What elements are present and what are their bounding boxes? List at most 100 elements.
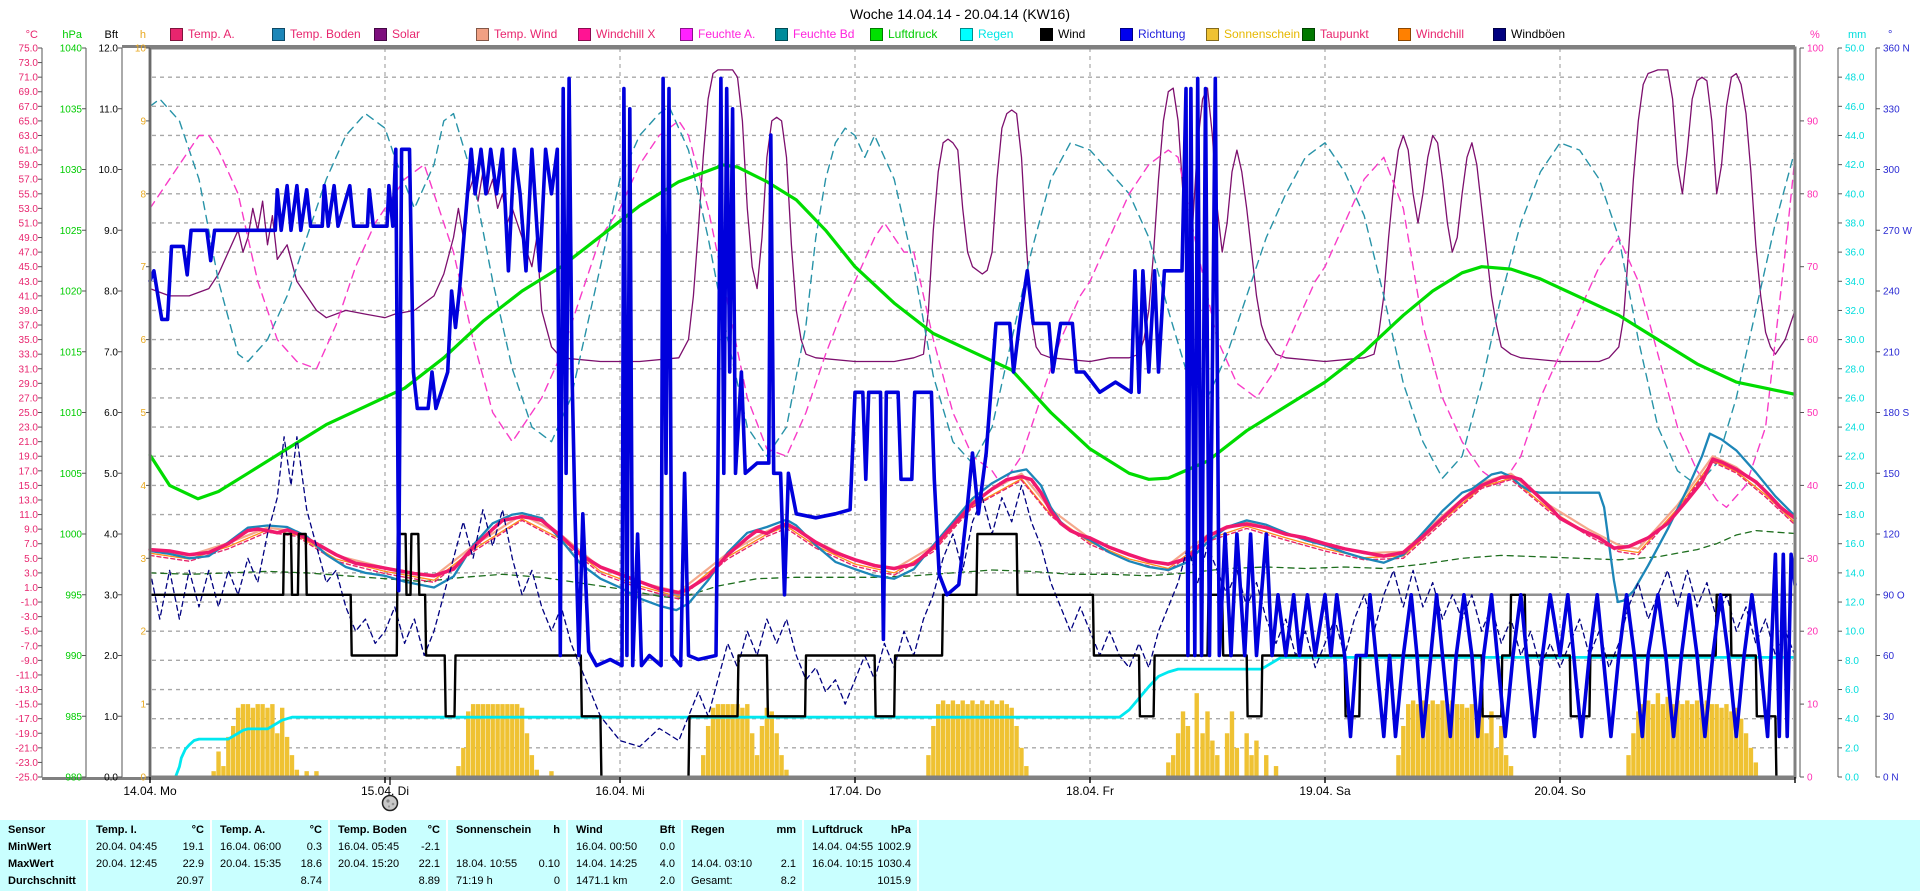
axis-label: 46.0 — [1845, 102, 1865, 113]
axis-label: 63.0 — [19, 131, 39, 142]
axis-label: 16.0 — [1845, 539, 1865, 550]
table-value-max: 18.6 — [300, 858, 322, 870]
axis-label: 300 — [1883, 165, 1900, 176]
stats-table: Sensor MinWert MaxWert Durchschnitt Temp. I.… — [0, 817, 1920, 891]
axis-label: 2.0 — [1845, 743, 1859, 754]
axis-label: 23.0 — [19, 423, 39, 434]
legend-item-wind[interactable]: Wind — [1040, 27, 1085, 41]
y-axis-°C: °C 75.0 73.0 71.0 69.0 67.0 65.0 63.0 61.0 59.0 57… — [15, 29, 43, 784]
table-value-max-label: 16.04. 10:15 — [812, 858, 874, 870]
axis-label: h — [140, 29, 146, 41]
y-axis-°: ° 360 N 330 300 270 W 240 210 180 S 150 120 90 O 60… — [1875, 29, 1912, 784]
legend-item-temp-wind[interactable]: Temp. Wind — [476, 27, 557, 41]
y-axis-mm: mm 50.0 48.0 46.0 44.0 42.0 40.0 38.0 36.0 34.0 32… — [1837, 29, 1866, 784]
legend-item-feuchte-bd[interactable]: Feuchte Bd — [775, 27, 854, 41]
legend-item-windb-en[interactable]: Windböen — [1493, 27, 1565, 41]
legend-label: Richtung — [1138, 27, 1186, 41]
legend-swatch-icon — [374, 27, 387, 41]
legend-item-temp-a-[interactable]: Temp. A. — [170, 27, 235, 41]
axis-label: 90 O — [1883, 590, 1905, 601]
table-column-separator — [0, 820, 683, 891]
axis-label: 17.0 — [19, 466, 39, 477]
axis-label: 18.04. Fr — [1066, 784, 1114, 798]
legend-item-taupunkt[interactable]: Taupunkt — [1302, 27, 1369, 41]
table-row-label: Sensor — [8, 824, 46, 836]
axis-label: 60 — [1883, 651, 1895, 662]
legend-item-windchill-x[interactable]: Windchill X — [578, 27, 655, 41]
legend-label: Temp. A. — [188, 27, 235, 41]
table-value-max: 22.1 — [418, 858, 440, 870]
axis-label: 1035 — [60, 104, 83, 115]
table-column-separator — [0, 820, 804, 891]
axis-label: 75.0 — [19, 44, 39, 55]
series-taupunkt — [149, 529, 1796, 600]
legend-swatch-icon — [476, 27, 489, 41]
legend-swatch-icon — [578, 27, 591, 41]
table-column-separator — [0, 820, 88, 891]
table-value-min-label: 16.04. 05:45 — [338, 841, 400, 853]
table-value-max: 2.1 — [780, 858, 796, 870]
table-col-unit: °C — [427, 824, 440, 836]
axis-label: 14.04. Mo — [123, 784, 177, 798]
table-value-min: 0.0 — [659, 841, 675, 853]
sunshine-bars — [211, 693, 1759, 777]
axis-label: 30 — [1883, 712, 1895, 723]
axis-label: 16.04. Mi — [595, 784, 644, 798]
axis-label: 985 — [65, 712, 82, 723]
axis-label: 55.0 — [19, 189, 39, 200]
legend-item-sonnenschein[interactable]: Sonnenschein — [1206, 27, 1300, 41]
table-value-max: 22.9 — [182, 858, 204, 870]
legend-swatch-icon — [775, 27, 788, 41]
axis-label: 120 — [1883, 530, 1900, 541]
legend-swatch-icon — [1493, 27, 1506, 41]
axis-label: 24.0 — [1845, 423, 1865, 434]
table-value-max: 1030.4 — [877, 858, 911, 870]
legend-swatch-icon — [870, 27, 883, 41]
axis-label: 51.0 — [19, 218, 39, 229]
axis-label: -25.0 — [15, 773, 38, 784]
axis-label: 1005 — [60, 469, 83, 480]
axis-label: 3.0 — [104, 590, 118, 601]
legend-item-feuchte-a-[interactable]: Feuchte A. — [680, 27, 755, 41]
axis-label: -9.0 — [21, 656, 39, 667]
axis-label: -13.0 — [15, 685, 38, 696]
legend-item-windchill[interactable]: Windchill — [1398, 27, 1464, 41]
axis-label: -1.0 — [21, 598, 39, 609]
axis-label: 1020 — [60, 287, 83, 298]
axis-label: 30 — [1807, 554, 1819, 565]
legend-item-solar[interactable]: Solar — [374, 27, 420, 41]
axis-label: 73.0 — [19, 58, 39, 69]
y-axis-hPa: hPa 1040 1035 1030 1025 1020 1015 1010 1005 1000 9… — [60, 29, 87, 784]
legend-item-luftdruck[interactable]: Luftdruck — [870, 27, 937, 41]
table-value-max-label: 18.04. 10:55 — [456, 858, 518, 870]
axis-label: 2.0 — [104, 651, 118, 662]
legend-item-temp-boden[interactable]: Temp. Boden — [272, 27, 361, 41]
table-row-label: Durchschnitt — [8, 875, 76, 887]
axis-label: 13.0 — [19, 495, 39, 506]
plot-border — [42, 45, 1797, 780]
axis-label: 90 — [1807, 116, 1819, 127]
legend-item-regen[interactable]: Regen — [960, 27, 1013, 41]
axis-label: 4.0 — [1845, 714, 1859, 725]
axis-label: 270 W — [1883, 226, 1912, 237]
axis-label: -15.0 — [15, 700, 38, 711]
axis-label: 50 — [1807, 408, 1819, 419]
axis-label: 1030 — [60, 165, 83, 176]
axis-label: 1025 — [60, 226, 83, 237]
table-col-title: Regen — [691, 824, 725, 836]
table-value-min: 0.3 — [306, 841, 322, 853]
legend-label: Feuchte Bd — [793, 27, 855, 41]
table-col-title: Wind — [576, 824, 603, 836]
table-value-max: 4.0 — [659, 858, 675, 870]
axis-label: 10.0 — [99, 165, 119, 176]
table-col-title: Sonnenschein — [456, 824, 532, 836]
axis-label: 65.0 — [19, 116, 39, 127]
axis-label: 8 — [140, 189, 146, 200]
legend-label: Taupunkt — [1320, 27, 1369, 41]
axis-label: 38.0 — [1845, 218, 1865, 229]
axis-label: -3.0 — [21, 612, 39, 623]
legend-item-richtung[interactable]: Richtung — [1120, 27, 1185, 41]
axis-label: 44.0 — [1845, 131, 1865, 142]
